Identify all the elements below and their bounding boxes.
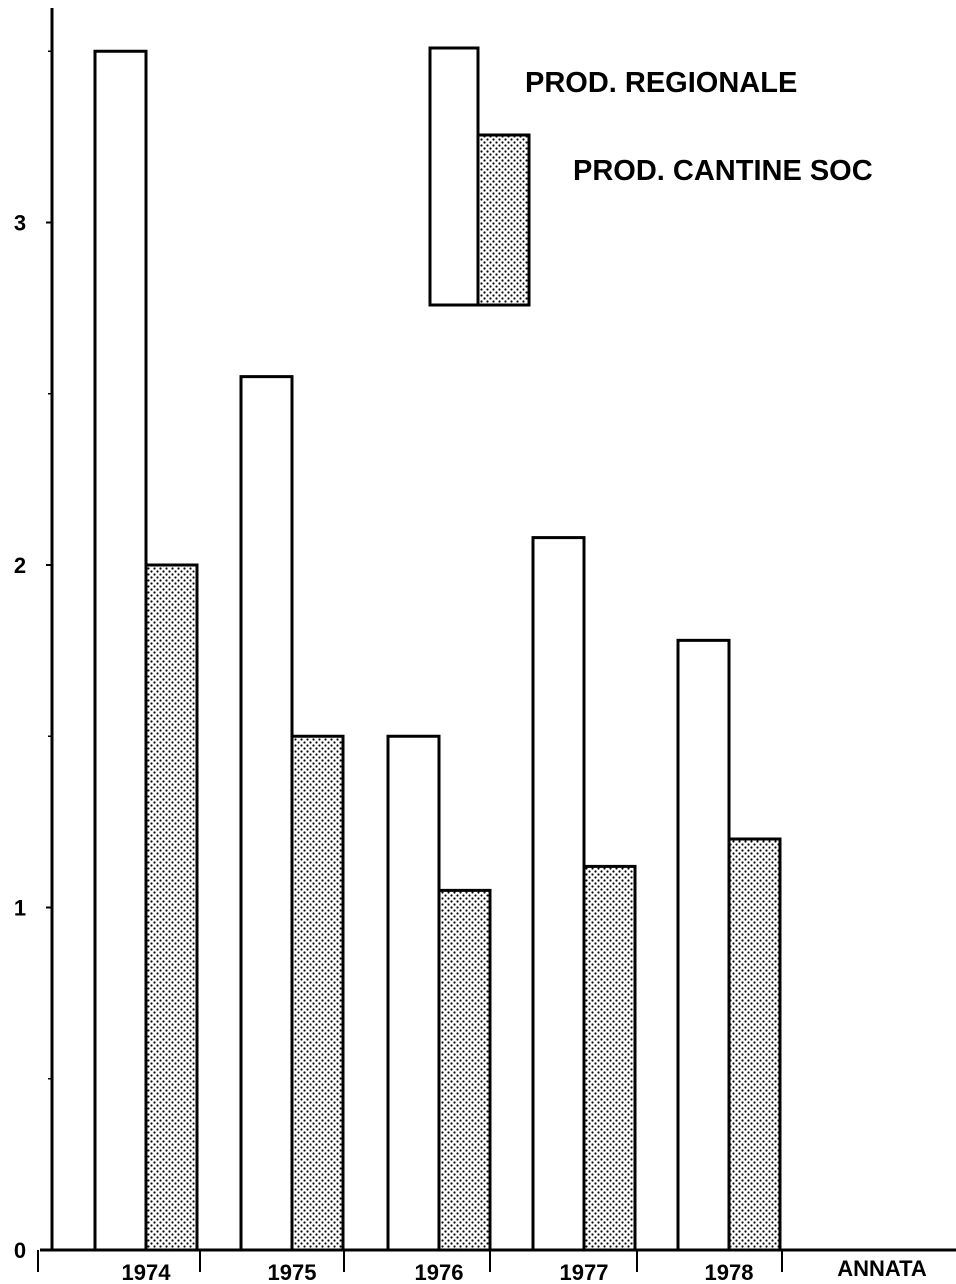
- legend-label-prod-regionale: PROD. REGIONALE: [525, 67, 797, 99]
- x-tick-label: 1978: [705, 1260, 754, 1284]
- bar-prod-cantine-soc: [582, 864, 637, 1252]
- x-axis-label: ANNATA: [837, 1256, 927, 1281]
- bar-prod-cantine-soc: [144, 563, 199, 1252]
- x-tick-label: 1977: [560, 1260, 609, 1284]
- y-axis: 0 1 2 3: [14, 8, 54, 1263]
- bar-prod-cantine-soc: [290, 734, 345, 1252]
- y-tick-label: 1: [14, 896, 26, 921]
- bar-prod-regionale: [239, 375, 294, 1252]
- bar-prod-regionale: [386, 734, 441, 1252]
- y-tick-label: 0: [14, 1238, 26, 1263]
- bar-prod-regionale: [531, 536, 586, 1252]
- bars: [93, 49, 782, 1252]
- x-axis: 1974 1975 1976 1977 1978: [37, 1248, 956, 1284]
- bar-prod-cantine-soc: [727, 837, 782, 1252]
- bar-prod-cantine-soc: [437, 888, 492, 1252]
- legend-swatch-prod-cantine-soc: [476, 133, 531, 307]
- bar-prod-regionale: [676, 638, 731, 1252]
- legend-swatch-prod-regionale: [428, 46, 480, 307]
- legend-label-prod-cantine-soc: PROD. CANTINE SOC: [573, 155, 873, 187]
- bar-prod-regionale: [93, 49, 148, 1252]
- x-tick-label: 1975: [268, 1260, 317, 1284]
- x-tick-label: 1976: [415, 1260, 464, 1284]
- y-tick-label: 3: [14, 211, 26, 236]
- legend: PROD. REGIONALE PROD. CANTINE SOC: [428, 46, 873, 307]
- y-tick-label: 2: [14, 553, 26, 578]
- x-tick-label: 1974: [122, 1260, 172, 1284]
